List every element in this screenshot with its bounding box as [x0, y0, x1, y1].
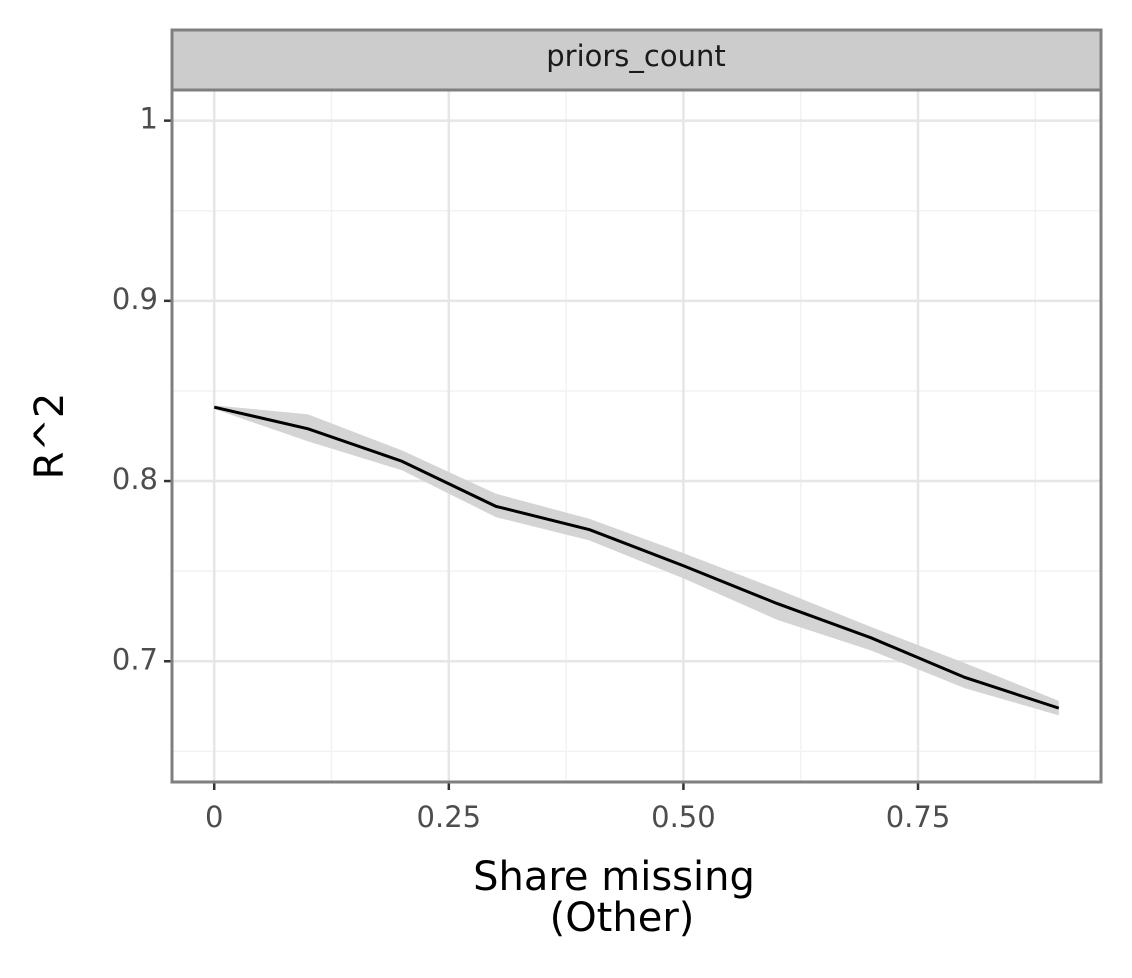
- x-tick-label: 0.25: [417, 800, 482, 834]
- x-tick-label: 0: [205, 800, 223, 834]
- y-tick-label: 0.9: [112, 282, 158, 316]
- plot-area: [172, 90, 1101, 782]
- panel-border: [170, 88, 1103, 784]
- x-axis-title: (Other): [550, 895, 695, 941]
- x-axis-title: Share missing: [473, 854, 755, 900]
- y-tick-label: 0.8: [112, 462, 158, 496]
- confidence-ribbon: [214, 405, 1059, 716]
- line: [213, 405, 1060, 710]
- y-tick-label: 0.7: [112, 642, 158, 676]
- y-axis-title: R^2: [27, 393, 73, 480]
- y-tick-label: 1: [140, 102, 158, 136]
- x-tick-label: 0.50: [651, 800, 716, 834]
- facet-label: priors_count: [546, 39, 725, 73]
- x-tick-label: 0.75: [886, 800, 951, 834]
- facet-strip: [170, 28, 1103, 92]
